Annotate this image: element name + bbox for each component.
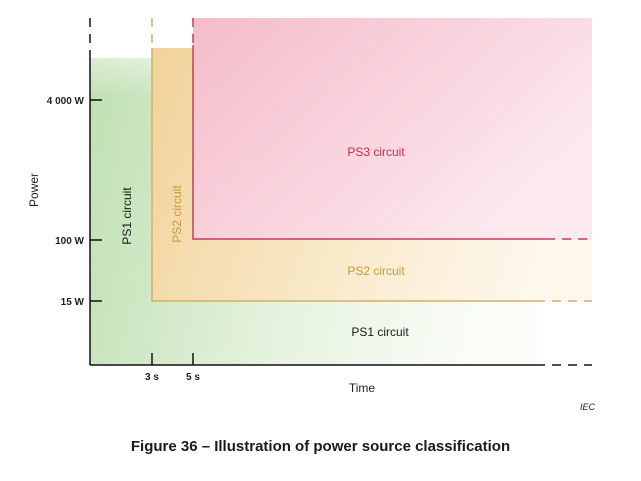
y-tick-label-15: 15 W xyxy=(61,297,85,308)
ps3-region xyxy=(193,18,592,240)
x-tick-label-5s: 5 s xyxy=(186,372,200,383)
ps1-vertical-label: PS1 circuit xyxy=(120,187,134,245)
ps1-region-fade xyxy=(90,18,152,98)
ps3-label: PS3 circuit xyxy=(347,145,405,159)
ps2-label: PS2 circuit xyxy=(347,264,405,278)
ps1-label: PS1 circuit xyxy=(351,325,409,339)
ps2-vertical-label: PS2 circuit xyxy=(170,185,184,243)
figure-caption: Figure 36 – Illustration of power source… xyxy=(130,438,511,455)
ps3-boundary-line xyxy=(192,45,546,240)
x-axis-label: Time xyxy=(349,381,376,395)
y-tick-label-100: 100 W xyxy=(55,236,84,247)
y-axis-label: Power xyxy=(27,173,41,207)
y-tick-label-4000: 4 000 W xyxy=(47,96,85,107)
ps2-boundary-line xyxy=(151,48,536,302)
iec-source-mark: IEC xyxy=(580,402,596,412)
x-tick-label-3s: 3 s xyxy=(145,372,159,383)
